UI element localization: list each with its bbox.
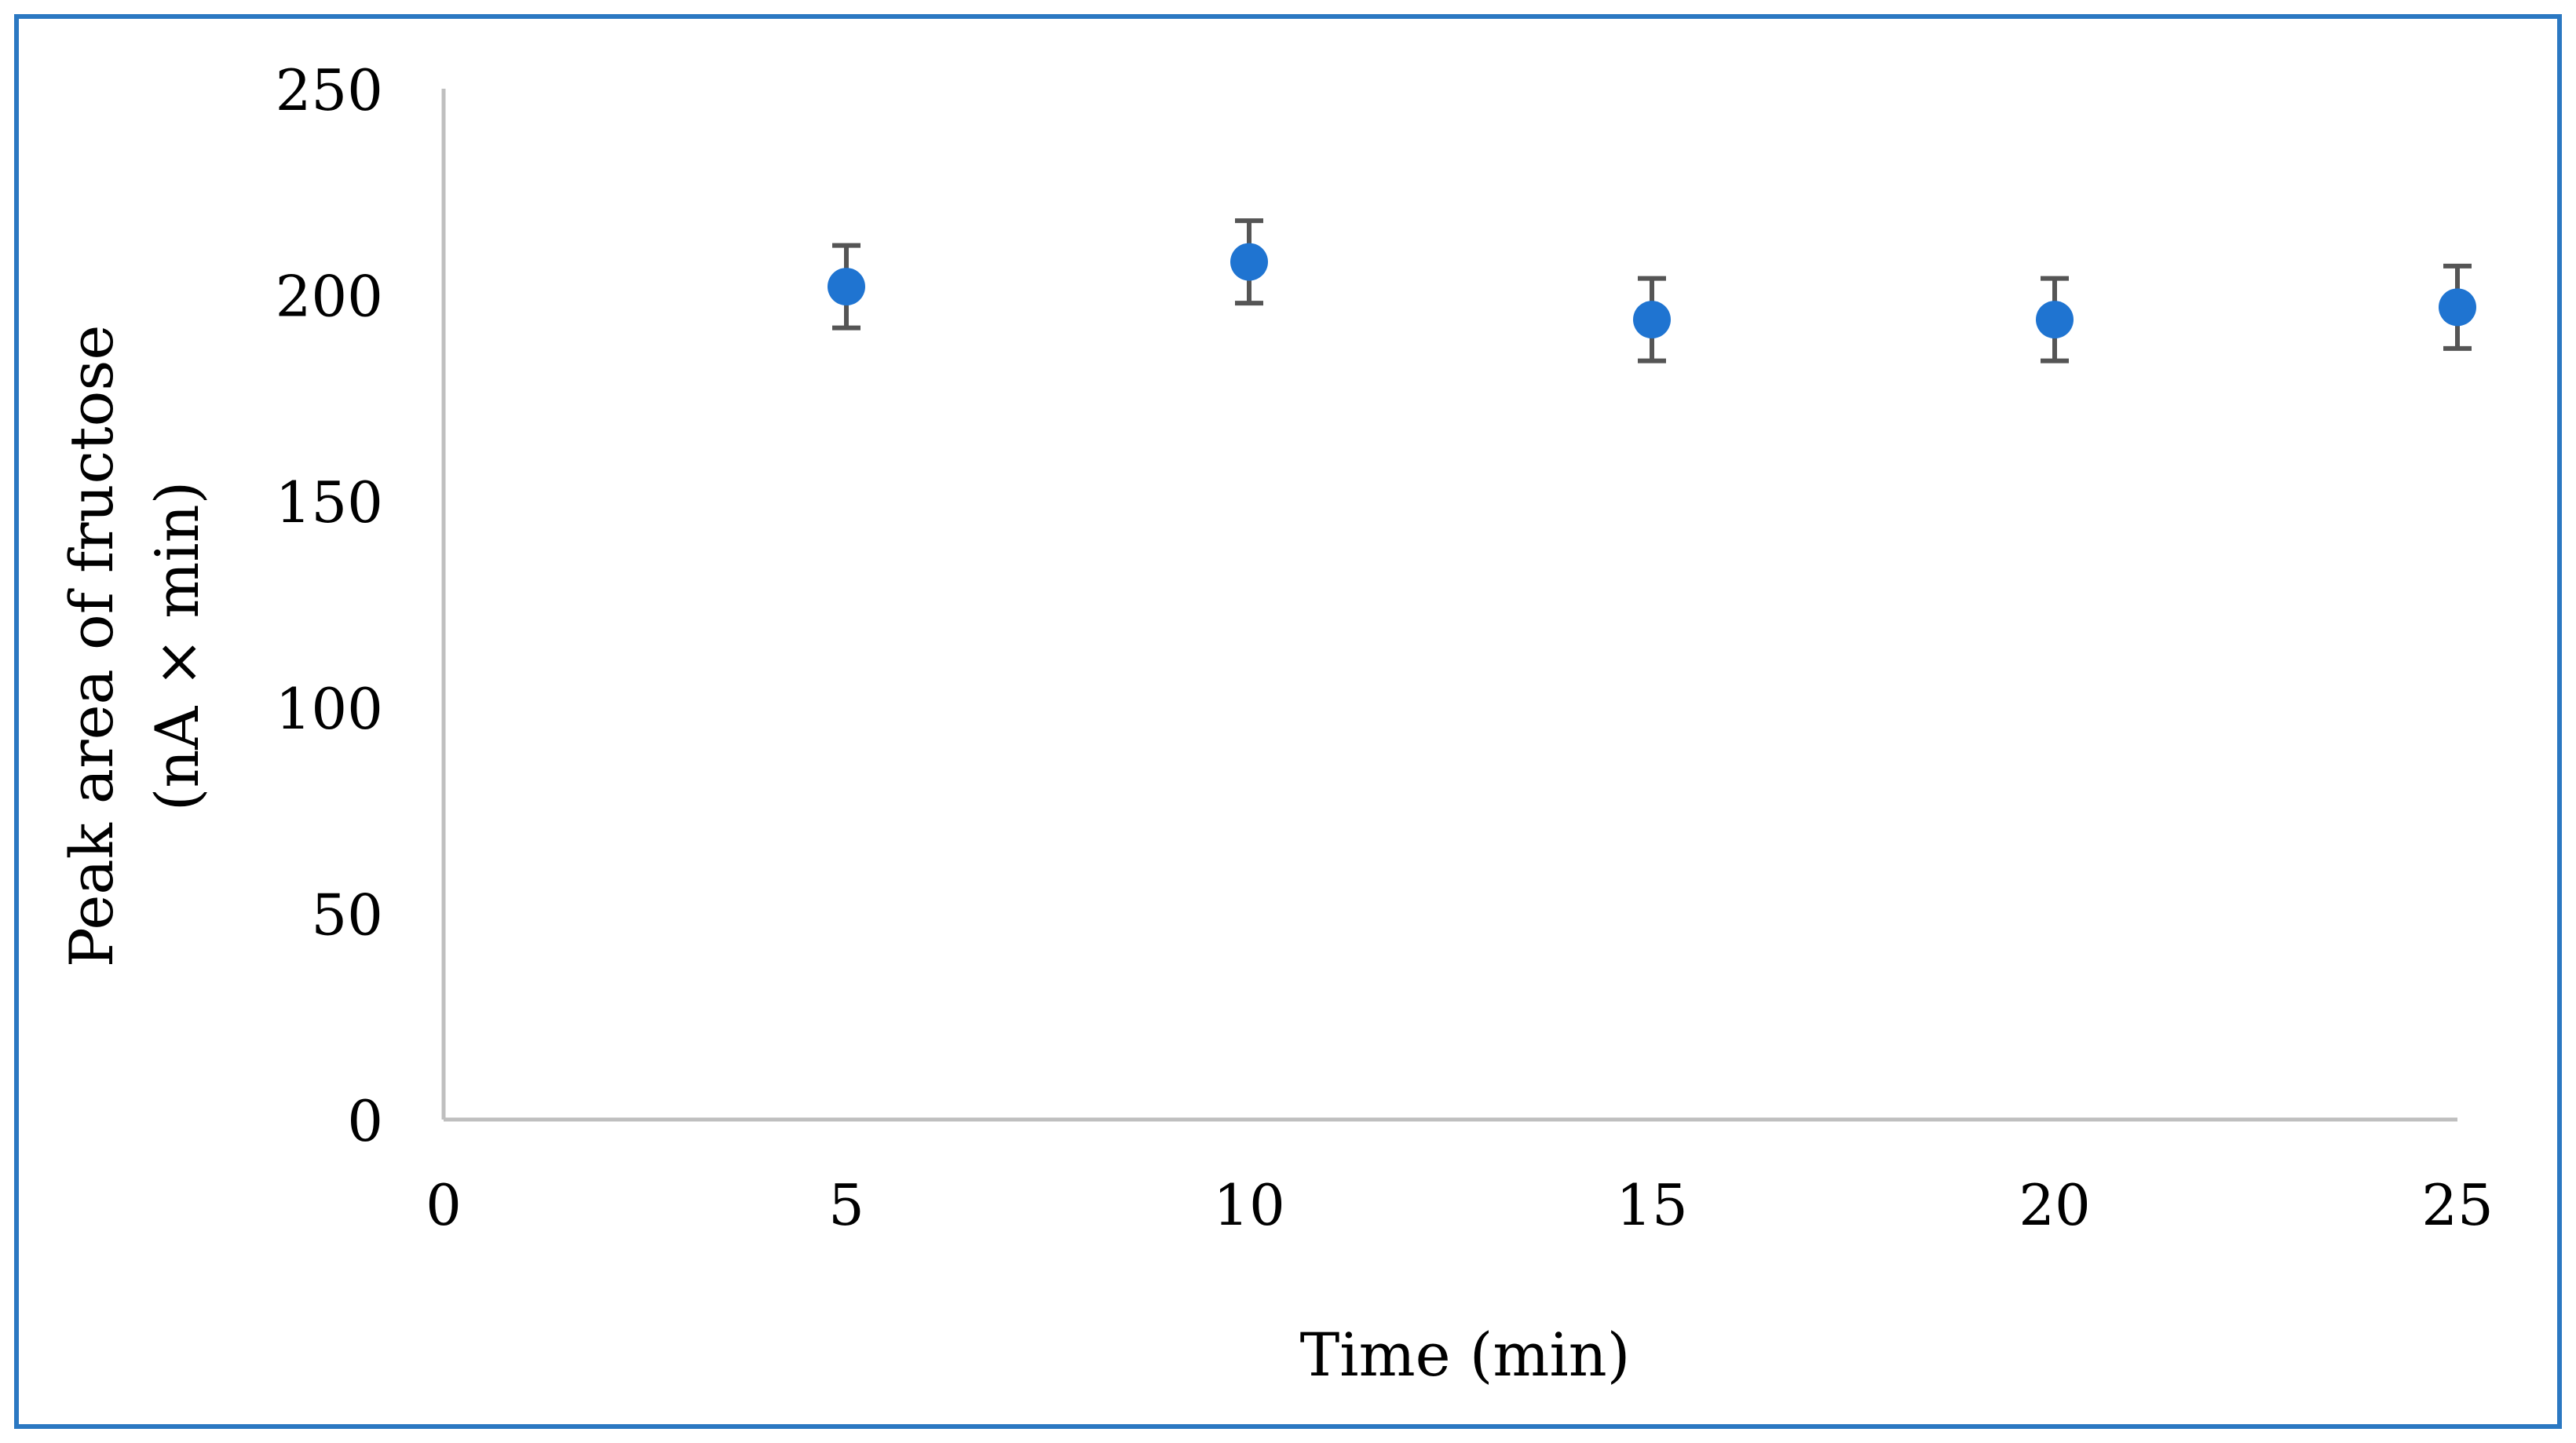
x-tick-label: 0 bbox=[426, 1172, 462, 1238]
data-point bbox=[2439, 288, 2476, 327]
axes bbox=[441, 89, 2457, 1122]
y-tick-label: 0 bbox=[347, 1088, 383, 1154]
chart-border bbox=[14, 14, 2562, 1429]
x-tick-label: 5 bbox=[828, 1172, 864, 1238]
x-axis-title: Time (min) bbox=[1300, 1320, 1631, 1390]
data-point bbox=[2036, 301, 2074, 339]
y-tick-label: 200 bbox=[276, 264, 383, 330]
y-tick-label: 100 bbox=[276, 676, 383, 742]
data-points bbox=[828, 243, 2476, 339]
x-tick-label: 15 bbox=[1616, 1172, 1688, 1238]
y-tick-labels: 0 50 100 150 200 250 bbox=[276, 57, 383, 1154]
y-tick-label: 250 bbox=[276, 57, 383, 123]
data-point bbox=[1230, 243, 1268, 281]
x-tick-label: 10 bbox=[1213, 1172, 1285, 1238]
y-axis-title-line-2: (nA × min) bbox=[142, 481, 212, 811]
y-tick-label: 50 bbox=[311, 882, 383, 948]
y-tick-label: 150 bbox=[276, 469, 383, 535]
x-tick-label: 20 bbox=[2019, 1172, 2091, 1238]
data-point bbox=[828, 268, 865, 306]
x-tick-labels: 0 5 10 15 20 25 bbox=[426, 1172, 2494, 1238]
x-tick-label: 25 bbox=[2421, 1172, 2494, 1238]
data-point bbox=[1633, 301, 1671, 339]
y-axis-title-line-1: Peak area of fructose bbox=[57, 325, 126, 968]
